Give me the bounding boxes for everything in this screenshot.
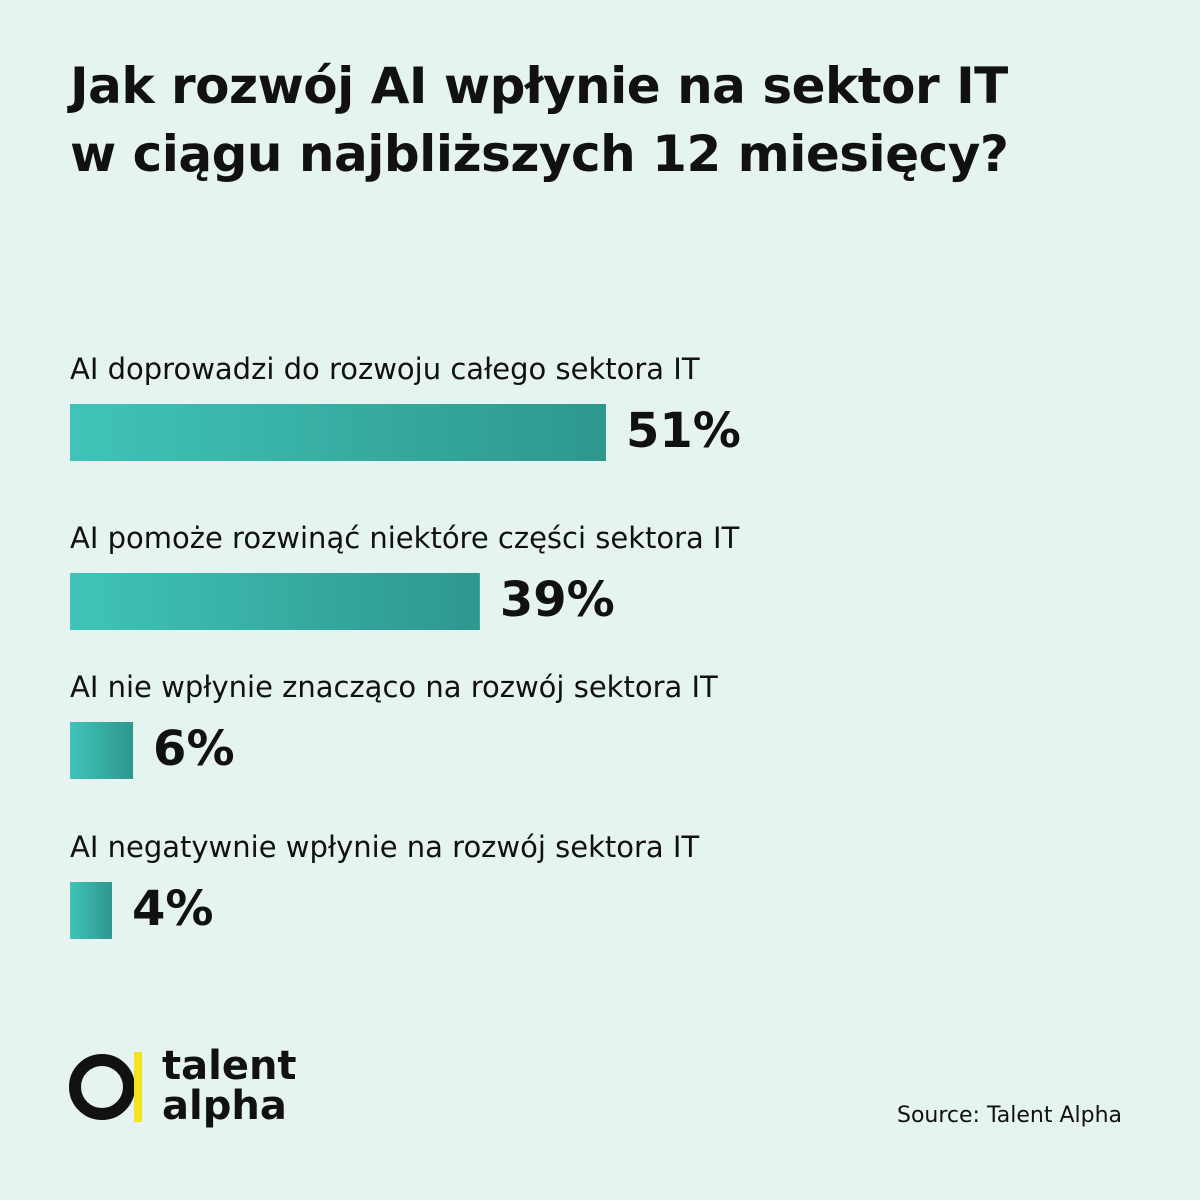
value-label: 6% [153, 721, 235, 777]
category-label: AI doprowadzi do rozwoju całego sektora … [70, 352, 700, 386]
chart-title: Jak rozwój AI wpłynie na sektor IT w cią… [70, 57, 1009, 183]
category-label: AI negatywnie wpłynie na rozwój sektora … [70, 830, 699, 864]
bar [70, 573, 480, 630]
logo-ring [69, 1054, 135, 1120]
bar [70, 404, 606, 461]
value-label: 51% [626, 403, 741, 459]
category-label: AI nie wpłynie znacząco na rozwój sektor… [70, 670, 718, 704]
category-label: AI pomoże rozwinąć niektóre części sekto… [70, 521, 740, 555]
value-label: 4% [132, 881, 214, 937]
bar [70, 882, 113, 939]
value-label: 39% [500, 572, 615, 628]
source: Source: Talent Alpha [897, 1103, 1122, 1128]
bar [70, 722, 134, 779]
logo-text: talent [162, 1043, 297, 1089]
logo-bar [134, 1052, 142, 1122]
logo-text: alpha [162, 1083, 287, 1129]
